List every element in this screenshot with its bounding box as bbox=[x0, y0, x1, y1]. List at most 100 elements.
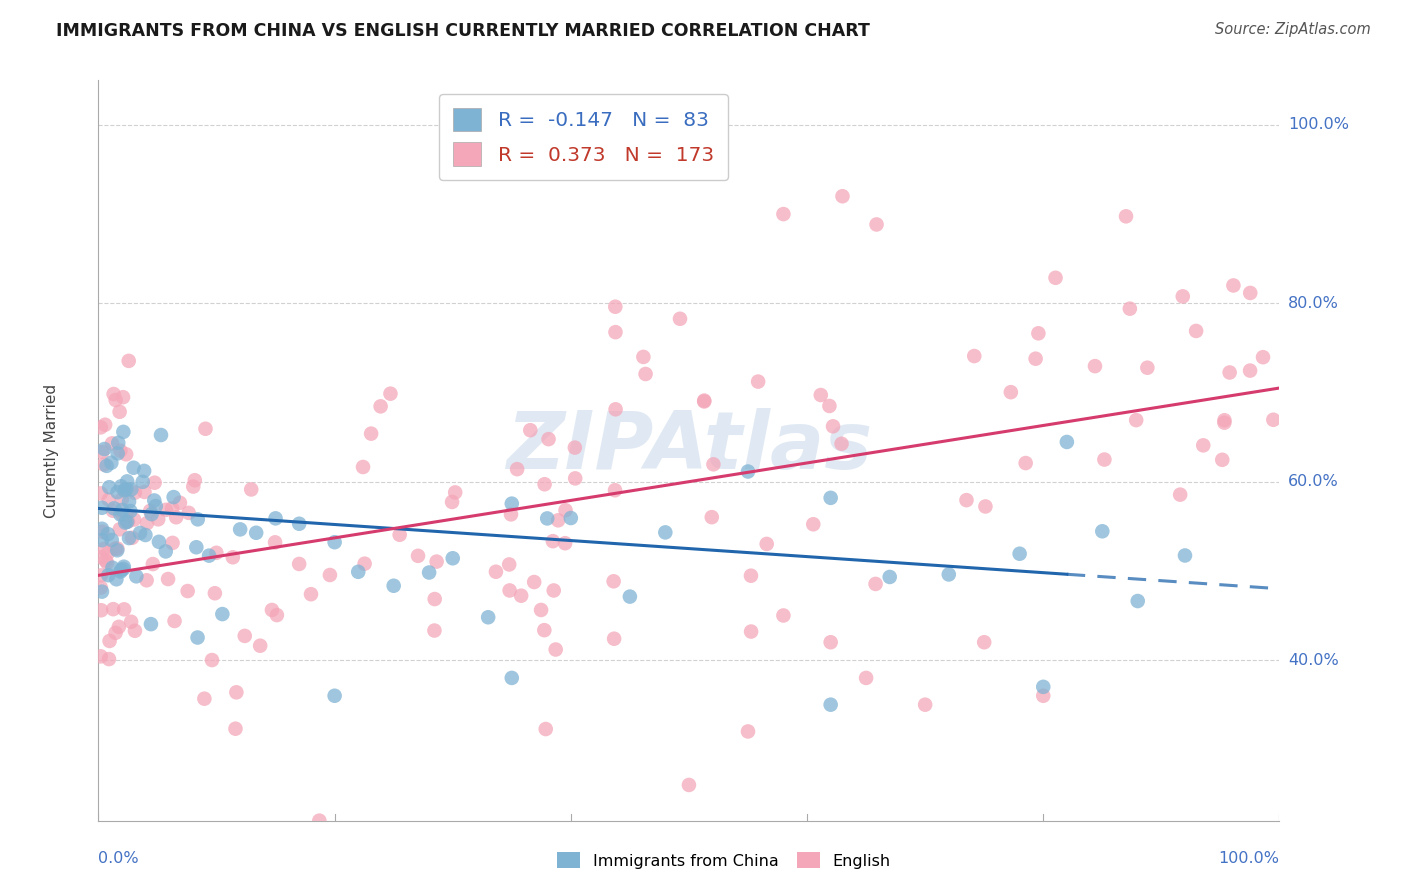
Point bbox=[1045, 270, 1067, 285]
Point bbox=[288, 516, 311, 531]
Point bbox=[810, 388, 832, 402]
Point bbox=[136, 516, 159, 530]
Point bbox=[240, 483, 263, 497]
Point bbox=[142, 557, 165, 571]
Point bbox=[187, 512, 209, 526]
Point bbox=[104, 392, 127, 407]
Point bbox=[426, 555, 449, 569]
Point bbox=[737, 724, 759, 739]
Point bbox=[107, 435, 129, 450]
Point bbox=[1239, 363, 1261, 377]
Point bbox=[519, 423, 541, 437]
Point bbox=[115, 482, 138, 496]
Point bbox=[299, 587, 322, 601]
Point bbox=[879, 570, 901, 584]
Point bbox=[163, 614, 186, 628]
Point bbox=[90, 581, 112, 595]
Point bbox=[93, 458, 115, 472]
Point bbox=[96, 556, 118, 570]
Point bbox=[1213, 416, 1236, 430]
Point bbox=[485, 565, 508, 579]
Point bbox=[90, 603, 112, 617]
Point bbox=[755, 537, 778, 551]
Point bbox=[94, 417, 117, 432]
Point bbox=[423, 592, 446, 607]
Point bbox=[97, 546, 120, 560]
Point bbox=[260, 603, 283, 617]
Point bbox=[101, 560, 124, 574]
Point bbox=[108, 405, 131, 419]
Point bbox=[831, 436, 853, 450]
Point bbox=[193, 691, 215, 706]
Point bbox=[865, 218, 887, 232]
Point bbox=[120, 504, 142, 518]
Point bbox=[91, 522, 114, 536]
Point bbox=[501, 497, 523, 511]
Point bbox=[554, 536, 576, 550]
Point bbox=[423, 624, 446, 638]
Point bbox=[229, 522, 252, 536]
Point bbox=[148, 534, 170, 549]
Point bbox=[115, 475, 138, 489]
Point bbox=[264, 511, 287, 525]
Point bbox=[1084, 359, 1107, 373]
Point bbox=[108, 522, 131, 536]
Point bbox=[122, 512, 145, 526]
Point bbox=[114, 516, 136, 530]
Point bbox=[370, 400, 392, 414]
Point bbox=[129, 525, 152, 540]
Point bbox=[91, 524, 114, 539]
Point bbox=[1025, 351, 1047, 366]
Point bbox=[537, 432, 560, 446]
Point bbox=[1014, 456, 1036, 470]
Point bbox=[821, 419, 844, 434]
Point bbox=[249, 639, 271, 653]
Point bbox=[150, 428, 173, 442]
Point bbox=[855, 671, 877, 685]
Point bbox=[633, 350, 655, 364]
Point bbox=[1056, 434, 1078, 449]
Point bbox=[198, 549, 221, 563]
Point bbox=[323, 535, 346, 549]
Point bbox=[603, 632, 626, 646]
Point bbox=[101, 436, 124, 450]
Point bbox=[131, 475, 153, 489]
Point bbox=[533, 477, 555, 491]
Point bbox=[1126, 594, 1149, 608]
Point bbox=[740, 624, 762, 639]
Point bbox=[360, 426, 382, 441]
Point bbox=[693, 393, 716, 408]
Point bbox=[222, 550, 245, 565]
Point bbox=[564, 441, 586, 455]
Point bbox=[499, 508, 522, 522]
Point bbox=[1185, 324, 1208, 338]
Point bbox=[605, 300, 627, 314]
Point bbox=[134, 464, 156, 478]
Point bbox=[110, 563, 132, 577]
Point bbox=[111, 492, 134, 507]
Point bbox=[104, 625, 127, 640]
Point bbox=[143, 493, 166, 508]
Point bbox=[107, 485, 129, 500]
Text: 60.0%: 60.0% bbox=[1288, 475, 1339, 489]
Point bbox=[110, 443, 132, 458]
Point bbox=[541, 534, 564, 549]
Point bbox=[605, 325, 627, 339]
Point bbox=[91, 500, 114, 515]
Point bbox=[523, 575, 546, 590]
Point bbox=[108, 620, 131, 634]
Point bbox=[201, 653, 224, 667]
Point bbox=[124, 485, 146, 500]
Point bbox=[112, 602, 135, 616]
Point bbox=[233, 629, 256, 643]
Point bbox=[1168, 488, 1191, 502]
Point bbox=[211, 607, 233, 621]
Point bbox=[1008, 547, 1031, 561]
Point bbox=[105, 572, 128, 586]
Point bbox=[125, 569, 148, 583]
Point bbox=[619, 590, 641, 604]
Point bbox=[187, 631, 209, 645]
Point bbox=[831, 189, 853, 203]
Point bbox=[1219, 366, 1241, 380]
Point bbox=[184, 473, 207, 487]
